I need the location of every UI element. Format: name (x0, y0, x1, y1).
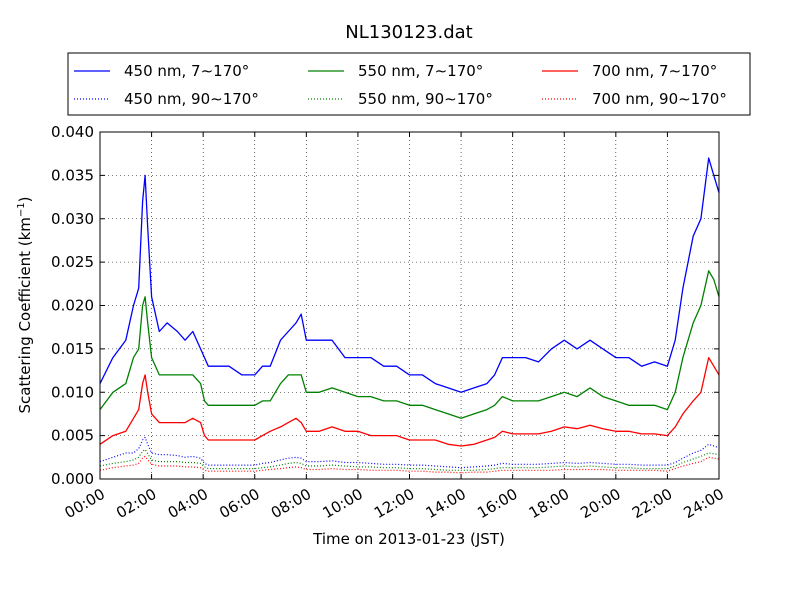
y-tick-label: 0.035 (51, 166, 94, 184)
y-tick-label: 0.020 (51, 297, 94, 315)
x-tick-label: 12:00 (371, 485, 417, 522)
x-tick-label: 04:00 (165, 485, 211, 522)
x-tick-label: 16:00 (474, 485, 520, 522)
x-tick-label: 18:00 (526, 485, 572, 522)
legend: 450 nm, 7∼170° 550 nm, 7∼170° 700 nm, 7∼17… (67, 52, 751, 116)
y-tick-label: 0.025 (51, 253, 94, 271)
legend-label: 700 nm, 90∼170° (592, 90, 727, 108)
series-line (99, 157, 720, 393)
legend-label: 450 nm, 7∼170° (124, 62, 249, 80)
x-tick-label: 14:00 (423, 485, 469, 522)
series-line (99, 455, 720, 474)
x-tick-label: 10:00 (319, 485, 365, 522)
series-line (99, 356, 720, 447)
legend-label: 550 nm, 90∼170° (358, 90, 493, 108)
chart-title: NL130123.dat (345, 22, 472, 43)
x-tick-label: 22:00 (629, 485, 675, 522)
y-axis-label-main: Scattering Coefficient (km (16, 217, 34, 413)
x-tick-label: 00:00 (62, 485, 108, 522)
legend-label: 700 nm, 7∼170° (592, 62, 717, 80)
legend-label: 450 nm, 90∼170° (124, 90, 259, 108)
y-tick-label: 0.040 (51, 123, 94, 141)
series-group (99, 157, 720, 474)
y-axis-label-close: ) (16, 196, 34, 202)
y-tick-label: 0.015 (51, 340, 94, 358)
y-axis-label-superscript: −1 (16, 202, 27, 217)
y-tick-label: 0.005 (51, 427, 94, 445)
x-tick-label: 08:00 (268, 485, 314, 522)
series-line (99, 270, 720, 419)
y-tick-label: 0.010 (51, 383, 94, 401)
legend-box (67, 52, 751, 116)
x-tick-label: 20:00 (577, 485, 623, 522)
y-tick-label: 0.000 (51, 470, 94, 488)
y-tick-label: 0.030 (51, 210, 94, 228)
legend-label: 550 nm, 7∼170° (358, 62, 483, 80)
x-tick-label: 02:00 (113, 485, 159, 522)
plot-background (100, 132, 719, 479)
legend-items: 450 nm, 7∼170° 550 nm, 7∼170° 700 nm, 7∼17… (74, 62, 727, 108)
x-axis-label: Time on 2013-01-23 (JST) (312, 530, 505, 548)
plot-area: 00:00 02:00 04:00 06:00 08:00 10:00 12:00 14:00… (51, 123, 727, 522)
y-axis-label: Scattering Coefficient (km−1) (16, 196, 34, 413)
x-tick-label: 24:00 (681, 485, 727, 522)
x-tick-label: 06:00 (216, 485, 262, 522)
